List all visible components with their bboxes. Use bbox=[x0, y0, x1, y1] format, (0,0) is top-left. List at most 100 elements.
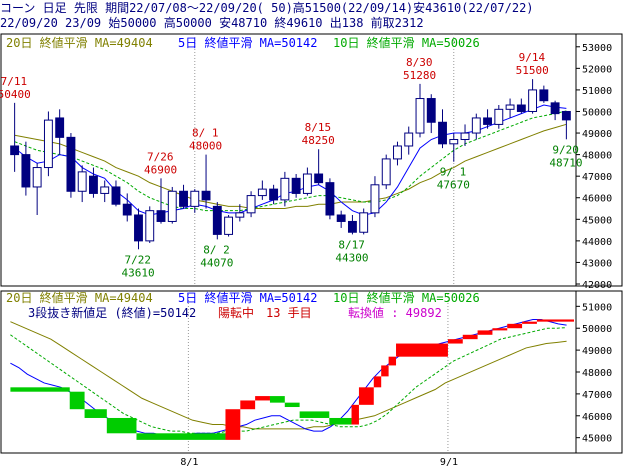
candle-body bbox=[460, 132, 470, 141]
status-trend: 陽転中 13 手目 bbox=[218, 305, 312, 320]
y-tick-label: 51000 bbox=[582, 86, 612, 97]
three-line-break-chart: 45000 46000 47000 48000 49000 50000 51000 8/1 9/… bbox=[0, 290, 623, 468]
y-tick-label: 50000 bbox=[582, 107, 612, 118]
candle-body bbox=[134, 214, 143, 242]
y-tick-label: 43000 bbox=[582, 258, 612, 269]
brick bbox=[358, 387, 374, 405]
candle-body bbox=[156, 210, 166, 222]
legend-ma5: 5日 終値平滑 MA=50142 bbox=[178, 35, 317, 50]
x-tick-label: 8/1 bbox=[180, 457, 198, 468]
plot-frame bbox=[0, 33, 577, 287]
candle-body bbox=[201, 190, 211, 201]
annotation-value: 51500 bbox=[516, 64, 549, 77]
candle-body bbox=[381, 158, 391, 186]
annotation-date: 9/20 bbox=[552, 143, 579, 156]
annotation-date: 7/11 bbox=[1, 75, 28, 88]
candle-body bbox=[325, 182, 335, 216]
y-tick-label: 46000 bbox=[582, 412, 612, 423]
candle-body bbox=[471, 117, 481, 134]
brick bbox=[388, 356, 397, 366]
brick bbox=[522, 321, 537, 324]
ma10-line bbox=[14, 110, 567, 212]
plot-frame bbox=[0, 290, 577, 454]
y-tick-label: 46000 bbox=[582, 194, 612, 205]
y-tick-label: 49000 bbox=[582, 346, 612, 357]
header-line-2: 22/09/20 23/09 始50000 高50000 安48710 終496… bbox=[0, 16, 424, 30]
candle-body bbox=[347, 220, 357, 233]
brick bbox=[462, 334, 478, 340]
annotation-value: 51280 bbox=[403, 69, 436, 82]
candle-body bbox=[415, 98, 425, 134]
brick bbox=[477, 330, 493, 335]
candle-body bbox=[89, 175, 98, 194]
y-tick-label: 45000 bbox=[582, 434, 612, 445]
candle-body bbox=[269, 188, 279, 201]
brick bbox=[84, 409, 107, 418]
candle-body bbox=[77, 171, 87, 192]
candle-body bbox=[32, 167, 42, 188]
brick bbox=[507, 323, 523, 329]
brick bbox=[284, 402, 300, 408]
candle-body bbox=[111, 186, 121, 205]
annotation-date: 8/ 1 bbox=[192, 127, 219, 140]
legend-ma20: 20日 終値平滑 MA=49404 bbox=[6, 35, 153, 50]
y-tick-label: 49000 bbox=[582, 129, 612, 140]
candle-body bbox=[21, 154, 31, 188]
annotation-value: 48000 bbox=[189, 140, 222, 153]
brick bbox=[396, 343, 448, 357]
y-axis-frame bbox=[575, 33, 623, 287]
candle-body bbox=[122, 203, 132, 216]
legend-ma20: 20日 終値平滑 MA=49404 bbox=[6, 290, 153, 305]
candle-body bbox=[246, 195, 256, 214]
legend-ma5: 5日 終値平滑 MA=50142 bbox=[178, 290, 317, 305]
header-line-1: コーン 日足 先限 期間22/07/08～22/09/20( 50)高51500… bbox=[0, 1, 534, 15]
candle-body bbox=[370, 184, 380, 214]
status-reversal-value: 転換値 : 49892 bbox=[348, 305, 442, 320]
brick bbox=[255, 396, 270, 401]
price-chart: 42000 43000 44000 45000 46000 47000 48000 49000… bbox=[0, 33, 623, 302]
annotation-date: 7/22 bbox=[124, 253, 150, 266]
annotation-value: 48710 bbox=[549, 156, 582, 169]
candle-body bbox=[494, 108, 504, 125]
candle-body bbox=[404, 132, 414, 147]
y-tick-label: 48000 bbox=[582, 368, 612, 379]
annotation-date: 8/30 bbox=[406, 56, 433, 69]
brick bbox=[225, 409, 241, 440]
candle-body bbox=[145, 210, 155, 242]
brick bbox=[447, 339, 463, 344]
legend-ma10: 10日 終値平滑 MA=50026 bbox=[333, 290, 480, 305]
brick bbox=[106, 417, 137, 434]
annotation-date: 8/15 bbox=[305, 121, 332, 134]
candle-body bbox=[257, 188, 267, 197]
candle-body bbox=[43, 119, 53, 169]
candle-body bbox=[100, 186, 110, 194]
annotation-date: 7/26 bbox=[147, 150, 174, 163]
legend-ma10: 10日 終値平滑 MA=50026 bbox=[333, 35, 480, 50]
y-tick-label: 45000 bbox=[582, 215, 612, 226]
brick bbox=[69, 391, 85, 410]
candle-body bbox=[314, 173, 324, 184]
y-tick-label: 47000 bbox=[582, 172, 612, 183]
ma20-line bbox=[14, 123, 567, 210]
candle-body bbox=[438, 121, 447, 145]
candle-body bbox=[66, 136, 76, 192]
candle-body bbox=[224, 216, 234, 235]
y-axis-frame bbox=[575, 290, 623, 454]
candle-body bbox=[280, 177, 290, 201]
annotation-value: 50400 bbox=[0, 88, 31, 101]
candle-body bbox=[359, 212, 369, 233]
y-tick-label: 48000 bbox=[582, 151, 612, 162]
candle-body bbox=[426, 98, 436, 123]
candle-body bbox=[449, 139, 459, 145]
brick bbox=[536, 319, 574, 322]
brick bbox=[10, 387, 70, 392]
brick bbox=[373, 376, 382, 388]
candle-body bbox=[235, 212, 245, 218]
candle-body bbox=[516, 104, 526, 112]
y-tick-label: 53000 bbox=[582, 43, 612, 54]
annotation-value: 44300 bbox=[335, 251, 368, 264]
candle-body bbox=[179, 190, 188, 207]
annotation-value: 47670 bbox=[437, 179, 470, 192]
annotation-value: 46900 bbox=[144, 163, 177, 176]
y-tick-label: 42000 bbox=[582, 280, 612, 291]
